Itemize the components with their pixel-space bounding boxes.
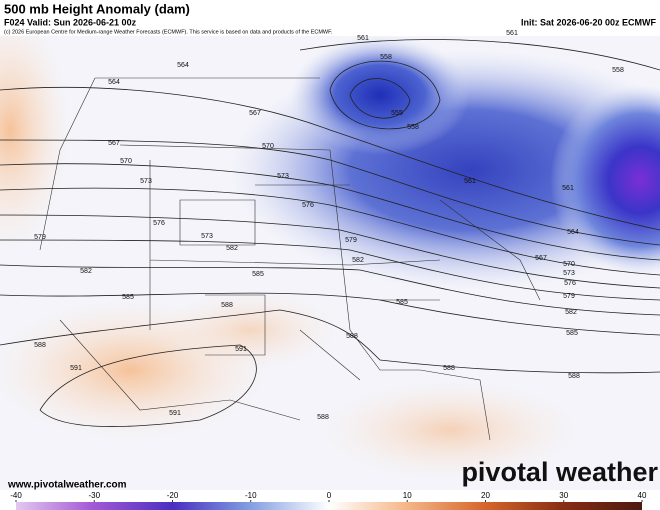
colorbar-tick-label: -10 [245, 491, 257, 500]
contour-label: 573 [277, 173, 289, 180]
contour-label: 573 [140, 178, 152, 185]
contour-label: 585 [122, 294, 134, 301]
contour-label: 570 [563, 261, 575, 268]
contour-label: 588 [34, 342, 46, 349]
contour-label: 585 [396, 299, 408, 306]
contour-label: 564 [567, 229, 579, 236]
colorbar-tick-label: -20 [167, 491, 179, 500]
contour-label: 573 [201, 233, 213, 240]
colorbar [16, 502, 642, 510]
contour-label: 564 [108, 79, 120, 86]
valid-time: F024 Valid: Sun 2026-06-21 00z [4, 17, 137, 27]
contour-label: 558 [407, 124, 419, 131]
contour-label: 576 [302, 202, 314, 209]
contour-label: 588 [443, 365, 455, 372]
contour-label: 561 [357, 35, 369, 42]
contour-label: 585 [566, 330, 578, 337]
contour-label: 573 [563, 270, 575, 277]
contour-label: 582 [226, 245, 238, 252]
contour-label: 561 [562, 185, 574, 192]
contour-label: 588 [346, 333, 358, 340]
contour-label: 567 [535, 255, 547, 262]
colorbar-tick-label: 30 [559, 491, 568, 500]
contour-label: 588 [568, 373, 580, 380]
contour-label: 591 [169, 410, 181, 417]
contours [0, 39, 660, 427]
contour-label: 558 [380, 54, 392, 61]
title: 500 mb Height Anomaly (dam) [4, 1, 190, 16]
contour-label: 561 [506, 30, 518, 37]
contour-label: 582 [565, 309, 577, 316]
contour-label: 555 [391, 110, 403, 117]
colorbar-tick-label: 0 [327, 491, 332, 500]
contour-label: 561 [464, 178, 476, 185]
contour-label: 576 [153, 220, 165, 227]
colorbar-tick-label: 20 [481, 491, 490, 500]
colorbar-tick-label: 40 [638, 491, 647, 500]
contour-label: 567 [108, 140, 120, 147]
contour-label: 588 [221, 302, 233, 309]
init-time: Init: Sat 2026-06-20 00z ECMWF [521, 17, 657, 27]
brand: pivotal weather [461, 457, 658, 487]
contour-label: 567 [249, 110, 261, 117]
contour-label: 564 [177, 62, 189, 69]
contour-label: 579 [345, 237, 357, 244]
contour-label: 582 [80, 268, 92, 275]
contour-label: 570 [120, 158, 132, 165]
contour-label: 576 [564, 280, 576, 287]
contour-label: 570 [262, 143, 274, 150]
contour-label: 591 [70, 365, 82, 372]
contour-label: 585 [252, 271, 264, 278]
contour-label: 582 [352, 257, 364, 264]
colorbar-tick-label: 10 [403, 491, 412, 500]
credit: (c) 2026 European Centre for Medium-rang… [4, 29, 333, 35]
colorbar-tick-label: -40 [10, 491, 22, 500]
map [0, 36, 660, 490]
contour-label: 558 [612, 67, 624, 74]
colorbar-tick-label: -30 [88, 491, 100, 500]
contour-label: 579 [563, 293, 575, 300]
contour-label: 579 [34, 234, 46, 241]
contour-label: 591 [235, 346, 247, 353]
contour-label: 588 [317, 414, 329, 421]
url: www.pivotalweather.com [7, 480, 127, 491]
